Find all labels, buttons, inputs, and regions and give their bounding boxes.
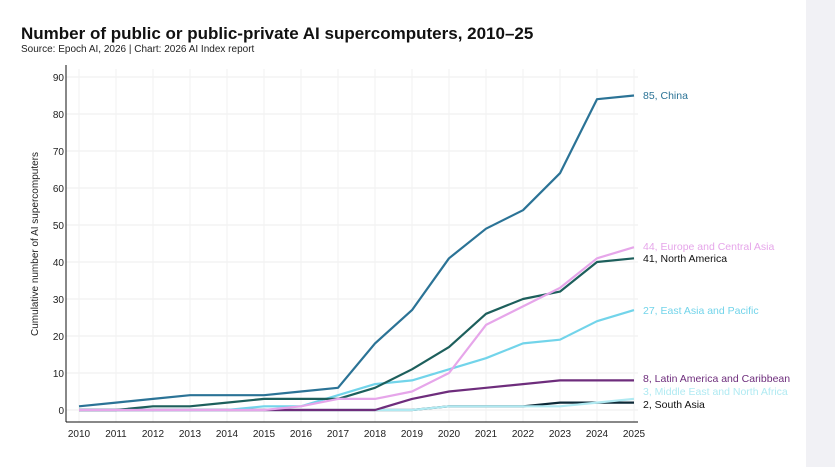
- x-tick-label: 2025: [623, 429, 646, 440]
- x-tick-label: 2021: [475, 429, 498, 440]
- x-tick-label: 2022: [512, 429, 535, 440]
- axes: 0 10 20 30 40 50 60 70 80 90 2010 2011 2012 2013 2014 2…: [53, 65, 646, 440]
- x-tick-label: 2011: [105, 429, 127, 440]
- y-tick-label: 60: [53, 184, 65, 195]
- y-tick-label: 80: [53, 110, 65, 121]
- series-label: 2, South Asia: [643, 399, 705, 411]
- y-axis-label: Cumulative number of AI supercomputers: [30, 152, 41, 336]
- chart-title: Number of public or public-private AI su…: [21, 24, 534, 43]
- series-line-europe-and-central-asia: [79, 246, 635, 412]
- x-tick-label: 2017: [327, 429, 350, 440]
- x-tick-label: 2023: [549, 429, 572, 440]
- series-label: 3, Middle East and North Africa: [643, 386, 788, 398]
- y-tick-label: 50: [53, 221, 65, 232]
- chart-subtitle: Source: Epoch AI, 2026 | Chart: 2026 AI …: [21, 44, 255, 55]
- x-tick-label: 2020: [438, 429, 461, 440]
- series-line-china: [78, 94, 635, 408]
- x-tick-label: 2019: [401, 429, 424, 440]
- x-tick-label: 2018: [364, 429, 387, 440]
- y-tick-label: 30: [53, 295, 65, 306]
- x-tick-label: 2012: [142, 429, 165, 440]
- x-tick-label: 2014: [216, 429, 239, 440]
- y-tick-label: 90: [53, 73, 65, 84]
- series-label: 44, Europe and Central Asia: [643, 241, 774, 253]
- x-tick-label: 2016: [290, 429, 313, 440]
- series-lines: [78, 94, 635, 412]
- grid: [66, 69, 638, 422]
- series-line-north-america: [79, 257, 635, 412]
- x-tick-label: 2013: [179, 429, 202, 440]
- series-label: 8, Latin America and Caribbean: [643, 373, 790, 385]
- series-label: 27, East Asia and Pacific: [643, 305, 759, 317]
- series-label: 85, China: [643, 90, 688, 102]
- scrollbar-panel: [806, 0, 835, 467]
- x-tick-label: 2010: [68, 429, 91, 440]
- y-tick-label: 0: [58, 406, 64, 417]
- series-labels: 85, China 44, Europe and Central Asia41, …: [643, 90, 790, 411]
- series-label: 41, North America: [643, 253, 727, 265]
- x-tick-label: 2015: [253, 429, 276, 440]
- series-line-east-asia-and-pacific: [79, 309, 635, 412]
- x-tick-label: 2024: [586, 429, 609, 440]
- y-tick-label: 40: [53, 258, 65, 269]
- y-tick-label: 70: [53, 147, 65, 158]
- y-tick-label: 20: [53, 332, 65, 343]
- y-tick-label: 10: [53, 369, 65, 380]
